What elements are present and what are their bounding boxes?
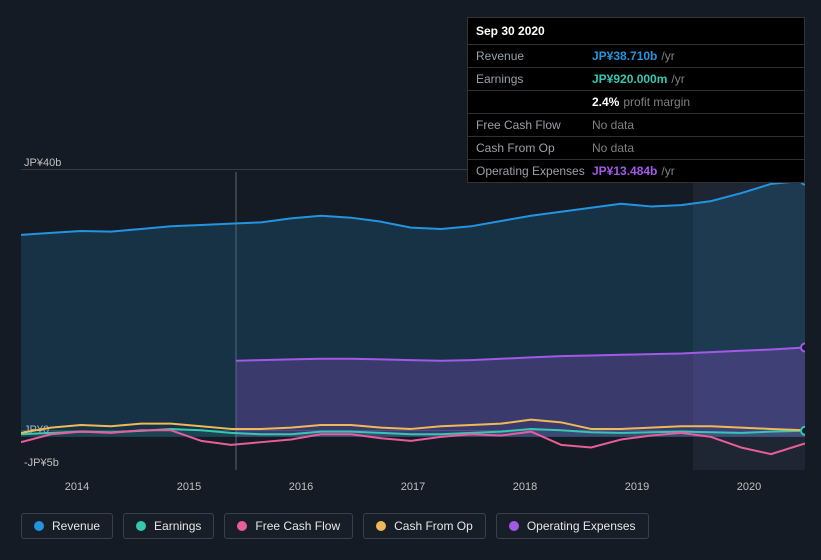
tooltip-row-label: Operating Expenses <box>476 164 592 178</box>
tooltip-row-value: No data <box>592 118 634 132</box>
legend: Revenue Earnings Free Cash Flow Cash From O… <box>21 513 649 539</box>
x-axis-label: 2017 <box>357 481 469 493</box>
x-axis-label: 2020 <box>693 481 805 493</box>
tooltip-row-label: Revenue <box>476 49 592 63</box>
tooltip-row-value: JP¥920.000m <box>592 72 667 86</box>
legend-item-label: Free Cash Flow <box>255 519 340 533</box>
tooltip-row-value: No data <box>592 141 634 155</box>
legend-item-label: Revenue <box>52 519 100 533</box>
tooltip-row: 2.4% profit margin <box>468 91 804 114</box>
tooltip-row-unit: /yr <box>671 72 684 86</box>
tooltip-row-value: 2.4% <box>592 95 619 109</box>
tooltip-row: RevenueJP¥38.710b /yr <box>468 45 804 68</box>
x-axis-label: 2014 <box>21 481 133 493</box>
tooltip-row-label: Earnings <box>476 72 592 86</box>
legend-dot-icon <box>34 521 44 531</box>
tooltip-row: Operating ExpensesJP¥13.484b /yr <box>468 160 804 182</box>
tooltip-date: Sep 30 2020 <box>468 18 804 45</box>
tooltip-row-unit: /yr <box>661 49 674 63</box>
endpoint-marker-earnings <box>801 427 805 435</box>
tooltip-row: Cash From OpNo data <box>468 137 804 160</box>
tooltip-row-label <box>476 95 592 109</box>
legend-item-cash-from-op[interactable]: Cash From Op <box>363 513 486 539</box>
legend-dot-icon <box>376 521 386 531</box>
endpoint-marker-operating-expenses <box>801 343 805 351</box>
tooltip-row-unit: /yr <box>661 164 674 178</box>
legend-item-label: Earnings <box>154 519 201 533</box>
legend-item-label: Operating Expenses <box>527 519 636 533</box>
chart-area[interactable] <box>21 172 805 470</box>
tooltip-row: Free Cash FlowNo data <box>468 114 804 137</box>
legend-item-revenue[interactable]: Revenue <box>21 513 113 539</box>
tooltip-row-value: JP¥38.710b <box>592 49 657 63</box>
tooltip-row-label: Free Cash Flow <box>476 118 592 132</box>
legend-dot-icon <box>509 521 519 531</box>
tooltip: Sep 30 2020 RevenueJP¥38.710b /yrEarning… <box>467 17 805 183</box>
tooltip-row-unit: profit margin <box>623 95 690 109</box>
y-axis-label: JP¥40b <box>24 157 61 169</box>
legend-dot-icon <box>136 521 146 531</box>
legend-item-label: Cash From Op <box>394 519 473 533</box>
legend-item-operating-expenses[interactable]: Operating Expenses <box>496 513 649 539</box>
tooltip-row-label: Cash From Op <box>476 141 592 155</box>
x-axis-label: 2015 <box>133 481 245 493</box>
x-axis: 2014201520162017201820192020 <box>21 481 805 493</box>
legend-dot-icon <box>237 521 247 531</box>
tooltip-row: EarningsJP¥920.000m /yr <box>468 68 804 91</box>
x-axis-label: 2016 <box>245 481 357 493</box>
legend-item-earnings[interactable]: Earnings <box>123 513 214 539</box>
x-axis-label: 2018 <box>469 481 581 493</box>
tooltip-row-value: JP¥13.484b <box>592 164 657 178</box>
legend-item-free-cash-flow[interactable]: Free Cash Flow <box>224 513 353 539</box>
x-axis-label: 2019 <box>581 481 693 493</box>
